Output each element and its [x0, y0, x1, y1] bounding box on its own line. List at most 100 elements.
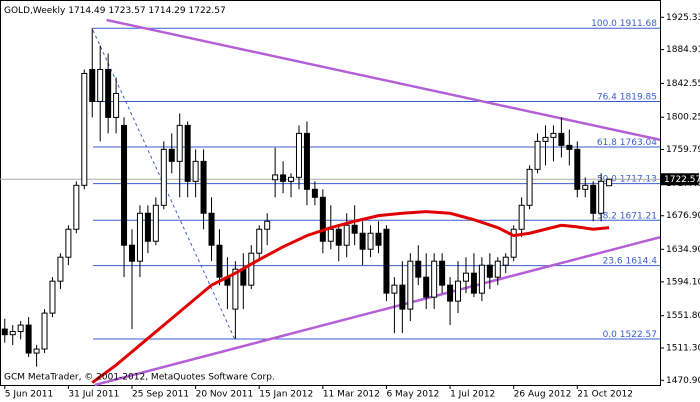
- candle-body: [1, 328, 8, 336]
- candle-body: [478, 264, 485, 294]
- x-tick-label: 15 Jan 2012: [259, 390, 313, 400]
- y-tick-label: 1884.91: [666, 45, 700, 55]
- candle-body: [57, 256, 64, 282]
- candle-body: [136, 212, 143, 262]
- candle-body: [168, 148, 175, 162]
- candle-body: [590, 184, 597, 214]
- fib-price: 1819.85: [620, 92, 657, 102]
- candle-body: [89, 68, 96, 102]
- candle-body: [160, 148, 167, 206]
- fib-label: 38.2 1671.21: [597, 211, 657, 221]
- candle-body: [208, 212, 215, 246]
- candle-body: [518, 204, 525, 230]
- candle-body: [431, 260, 438, 298]
- y-tick-label: 1842.55: [666, 79, 700, 89]
- candle-body: [423, 276, 430, 298]
- candle-body: [256, 228, 263, 254]
- x-tick-label: 26 Aug 2012: [514, 390, 572, 400]
- high: 1723.57: [108, 6, 145, 16]
- chart-header: GOLD,Weekly 1714.49 1723.57 1714.29 1722…: [4, 6, 226, 16]
- y-tick-label: 1925.33: [666, 13, 700, 23]
- y-tick-label: 1511.30: [666, 344, 700, 354]
- candle-body: [41, 312, 48, 350]
- fib-ratio: 0.0: [603, 330, 618, 340]
- candle-body: [144, 212, 151, 242]
- candle-body: [391, 284, 398, 294]
- plot-frame: [0, 0, 661, 386]
- candle-body: [439, 260, 446, 286]
- candle-body: [447, 284, 454, 302]
- candle-body: [462, 272, 469, 282]
- candle-body: [73, 184, 80, 230]
- y-tick-label: 1551.80: [666, 311, 700, 321]
- fib-ratio: 100.0: [591, 19, 617, 29]
- candle-body: [415, 260, 422, 278]
- candle-body: [343, 224, 350, 246]
- fib-label: 23.6 1614.4: [603, 256, 658, 266]
- candle-body: [542, 136, 549, 142]
- fib-label: 0.0 1522.57: [603, 330, 657, 340]
- candle-body: [129, 244, 135, 262]
- candle-body: [113, 92, 120, 118]
- candle-body: [550, 132, 557, 138]
- fib-label: 76.4 1819.85: [597, 92, 657, 102]
- x-tick-label: 1 Jul 2012: [450, 390, 495, 400]
- x-tick-label: 20 Nov 2011: [196, 390, 254, 400]
- candle-body: [486, 264, 493, 278]
- candle-body: [399, 284, 406, 310]
- candle-body: [502, 256, 509, 266]
- candle-body: [9, 330, 16, 336]
- low: 1714.29: [148, 6, 185, 16]
- candle-body: [566, 144, 573, 150]
- x-tick-label: 5 Jun 2011: [5, 390, 53, 400]
- trendline: [94, 236, 661, 387]
- candle-body: [510, 228, 517, 258]
- open: 1714.49: [68, 6, 105, 16]
- trendline: [106, 18, 661, 142]
- candle-body: [272, 174, 279, 181]
- candle-body: [359, 232, 366, 250]
- candle-body: [606, 178, 613, 187]
- footer: GCM MetaTrader, © 2001-2012, MetaQuotes …: [4, 373, 275, 383]
- x-tick-label: 25 Sep 2011: [132, 390, 189, 400]
- candle-body: [216, 244, 223, 278]
- fib-price: 1763.04: [620, 137, 657, 147]
- symbol: GOLD,Weekly: [4, 6, 66, 16]
- fib-ratio: 76.4: [597, 92, 617, 102]
- candle-body: [288, 176, 295, 182]
- y-tick-label: 1634.90: [666, 245, 700, 255]
- x-tick-label: 11 Mar 2012: [323, 390, 380, 400]
- candle-body: [295, 132, 302, 178]
- x-tick-label: 31 Jul 2011: [68, 390, 119, 400]
- candle-body: [335, 228, 342, 246]
- y-tick-label: 1800.25: [666, 113, 700, 123]
- fib-label: 100.0 1911.68: [591, 19, 657, 29]
- candle-body: [526, 168, 533, 206]
- candle-body: [534, 140, 541, 170]
- candle-body: [367, 232, 374, 250]
- candle-body: [351, 224, 358, 234]
- y-tick-label: 1676.90: [666, 211, 700, 221]
- candle-body: [97, 68, 104, 102]
- candle-body: [81, 72, 88, 186]
- candle-body: [176, 124, 183, 162]
- plot: 1925.331884.911842.551800.251759.791717.…: [0, 13, 700, 400]
- x-tick-label: 21 Oct 2012: [577, 390, 633, 400]
- candle-body: [303, 132, 310, 190]
- candle-body: [240, 268, 247, 286]
- candle-body: [407, 260, 414, 310]
- fib-price: 1671.21: [620, 211, 657, 221]
- candle-body: [17, 324, 24, 332]
- fib-ratio: 61.8: [597, 137, 617, 147]
- y-tick-label: 1470.90: [666, 376, 700, 386]
- fib-price: 1522.57: [620, 330, 657, 340]
- price-label-box: [661, 173, 699, 186]
- candle-body: [264, 220, 271, 230]
- fib-price: 1614.4: [626, 256, 658, 266]
- fib-price: 1911.68: [620, 19, 657, 29]
- candle-body: [375, 232, 382, 246]
- candle-body: [192, 160, 199, 182]
- candle-body: [248, 252, 255, 286]
- candle-body: [200, 160, 207, 214]
- candle-body: [558, 132, 565, 146]
